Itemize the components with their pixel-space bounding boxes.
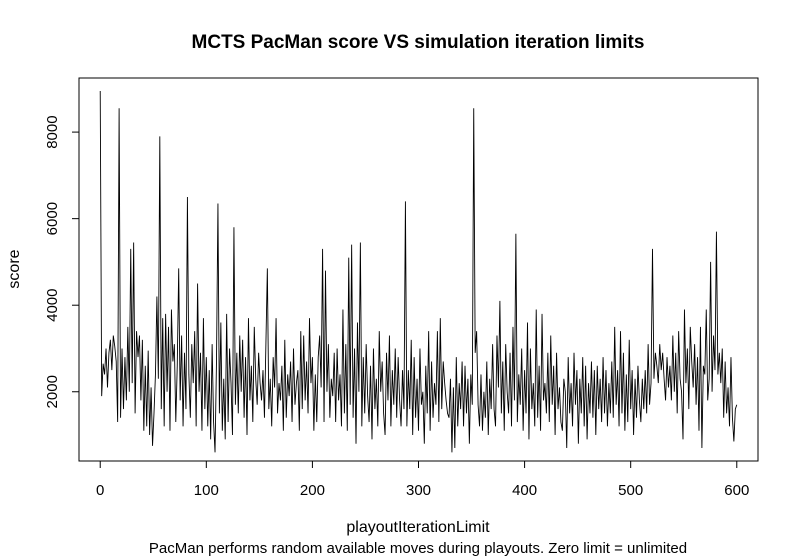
y-tick-label: 8000 <box>44 115 61 148</box>
x-axis-label: playoutIterationLimit <box>346 519 490 536</box>
x-tick-label: 300 <box>406 482 431 499</box>
chart-subtitle: PacMan performs random available moves d… <box>149 540 687 557</box>
y-tick-label: 6000 <box>44 202 61 235</box>
score-series-line <box>99 90 738 453</box>
y-axis: 2000 4000 6000 8000 <box>44 115 80 408</box>
y-tick-label: 4000 <box>44 289 61 322</box>
x-tick-label: 400 <box>512 482 537 499</box>
y-tick-label: 2000 <box>44 375 61 408</box>
x-tick-label: 500 <box>618 482 643 499</box>
x-axis: 0 100 200 300 400 500 600 <box>96 460 749 499</box>
y-axis-label: score <box>6 249 23 288</box>
x-tick-label: 100 <box>194 482 219 499</box>
x-tick-label: 600 <box>724 482 749 499</box>
chart-title: MCTS PacMan score VS simulation iteratio… <box>192 32 645 53</box>
x-tick-label: 200 <box>300 482 325 499</box>
x-tick-label: 0 <box>96 482 104 499</box>
